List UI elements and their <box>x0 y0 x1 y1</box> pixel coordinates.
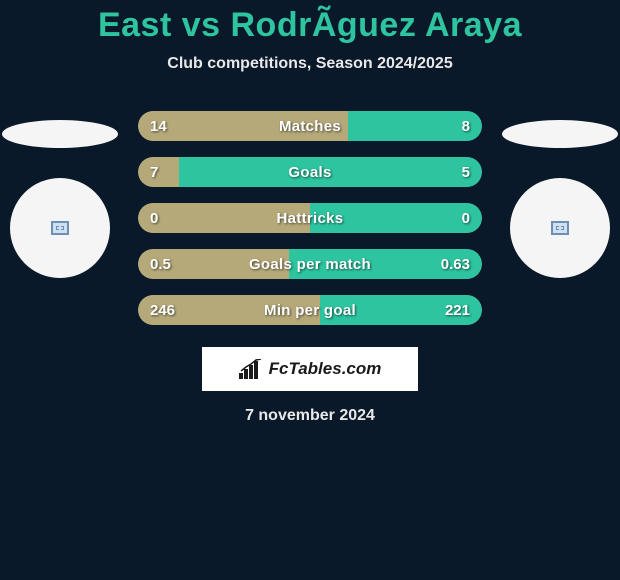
metric-value-right: 0 <box>462 203 470 233</box>
date-label: 7 november 2024 <box>0 407 620 425</box>
metric-row: 246 Min per goal 221 <box>138 295 482 325</box>
page-title: East vs RodrÃ­guez Araya <box>0 6 620 45</box>
subtitle: Club competitions, Season 2024/2025 <box>0 55 620 73</box>
comparison-card: East vs RodrÃ­guez Araya Club competitio… <box>0 0 620 580</box>
metric-label: Hattricks <box>138 203 482 233</box>
metric-row: 7 Goals 5 <box>138 157 482 187</box>
player-photo-placeholder-right <box>510 178 610 278</box>
metric-value-right: 8 <box>462 111 470 141</box>
metric-label: Goals <box>138 157 482 187</box>
photo-icon <box>51 221 69 235</box>
metric-row: 0.5 Goals per match 0.63 <box>138 249 482 279</box>
metric-value-right: 5 <box>462 157 470 187</box>
player-left-group <box>0 120 120 278</box>
team-logo-placeholder-left <box>2 120 118 148</box>
metric-row: 14 Matches 8 <box>138 111 482 141</box>
bars-icon <box>239 359 265 379</box>
brand-badge: FcTables.com <box>202 347 418 391</box>
metric-label: Min per goal <box>138 295 482 325</box>
metric-label: Goals per match <box>138 249 482 279</box>
metric-value-right: 221 <box>445 295 470 325</box>
brand-text: FcTables.com <box>269 359 382 379</box>
photo-icon <box>551 221 569 235</box>
metric-value-right: 0.63 <box>441 249 470 279</box>
player-right-group <box>500 120 620 278</box>
team-logo-placeholder-right <box>502 120 618 148</box>
metric-row: 0 Hattricks 0 <box>138 203 482 233</box>
player-photo-placeholder-left <box>10 178 110 278</box>
metric-label: Matches <box>138 111 482 141</box>
comparison-bars: 14 Matches 8 7 Goals 5 0 Hattricks 0 0.5… <box>138 111 482 325</box>
